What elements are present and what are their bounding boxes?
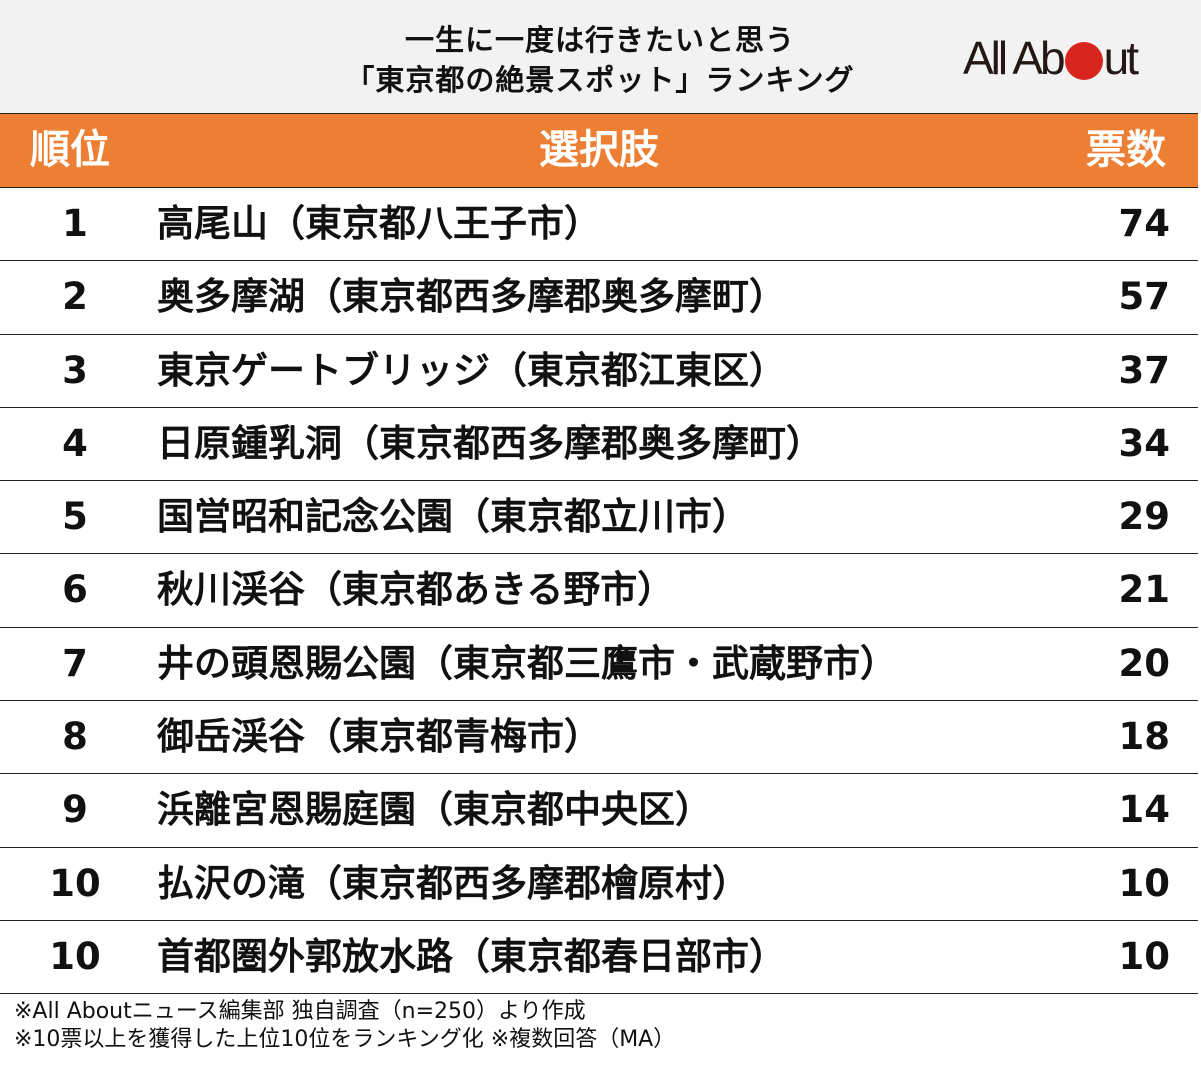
name-cell: 奥多摩湖（東京都西多摩郡奥多摩町） xyxy=(157,275,786,319)
table-row: 7 井の頭恩賜公園（東京都三鷹市・武蔵野市） 20 xyxy=(0,628,1198,702)
rank-cell: 6 xyxy=(62,568,88,612)
rank-cell: 5 xyxy=(62,495,88,539)
votes-cell: 10 xyxy=(1118,934,1171,978)
rank-cell: 9 xyxy=(62,788,88,832)
name-cell: 払沢の滝（東京都西多摩郡檜原村） xyxy=(157,861,749,905)
ranking-table-body: 1 高尾山（東京都八王子市） 74 2 奥多摩湖（東京都西多摩郡奥多摩町） 57 3 東京… xyxy=(0,188,1198,995)
rank-cell: 10 xyxy=(49,934,101,978)
votes-cell: 34 xyxy=(1118,421,1171,465)
name-cell: 東京ゲートブリッジ（東京都江東区） xyxy=(157,348,786,392)
rank-cell: 7 xyxy=(62,641,88,685)
table-row: 5 国営昭和記念公園（東京都立川市） 29 xyxy=(0,481,1198,555)
votes-cell: 74 xyxy=(1118,202,1171,245)
header-choice: 選択肢 xyxy=(539,127,659,173)
table-row: 1 高尾山（東京都八王子市） 74 xyxy=(0,188,1198,262)
title-band: 一生に一度は行きたいと思う 「東京都の絶景スポット」ランキング All Ab u… xyxy=(0,0,1201,113)
header-votes: 票数 xyxy=(1086,127,1166,173)
rank-cell: 4 xyxy=(62,421,88,465)
footnote-source: ※All Aboutニュース編集部 独自調査（n=250）より作成 xyxy=(14,999,586,1024)
name-cell: 御岳渓谷（東京都青梅市） xyxy=(157,715,601,759)
footnotes: ※All Aboutニュース編集部 独自調査（n=250）より作成 ※10票以上… xyxy=(14,998,675,1054)
rank-cell: 1 xyxy=(62,202,88,245)
votes-cell: 18 xyxy=(1118,715,1171,759)
votes-cell: 37 xyxy=(1118,348,1171,392)
logo-text-start: All Ab xyxy=(963,32,1066,84)
title-line-1: 一生に一度は行きたいと思う xyxy=(404,23,795,57)
table-header: 選択肢 順位 票数 xyxy=(0,113,1198,188)
all-about-logo: All Ab ut xyxy=(963,30,1139,86)
votes-cell: 10 xyxy=(1118,861,1171,905)
logo-red-dot-icon xyxy=(1064,42,1103,80)
votes-cell: 20 xyxy=(1118,641,1171,685)
table-row: 9 浜離宮恩賜庭園（東京都中央区） 14 xyxy=(0,774,1198,848)
table-row: 2 奥多摩湖（東京都西多摩郡奥多摩町） 57 xyxy=(0,261,1198,335)
name-cell: 秋川渓谷（東京都あきる野市） xyxy=(157,568,675,612)
name-cell: 井の頭恩賜公園（東京都三鷹市・武蔵野市） xyxy=(157,641,897,685)
name-cell: 国営昭和記念公園（東京都立川市） xyxy=(157,495,749,539)
header-rank: 順位 xyxy=(30,127,110,173)
table-row: 10 首都圏外郭放水路（東京都春日部市） 10 xyxy=(0,921,1198,995)
footnote-method: ※10票以上を獲得した上位10位をランキング化 ※複数回答（MA） xyxy=(14,1027,676,1052)
table-row: 3 東京ゲートブリッジ（東京都江東区） 37 xyxy=(0,335,1198,408)
table-row: 10 払沢の滝（東京都西多摩郡檜原村） 10 xyxy=(0,848,1198,921)
logo-text-end: ut xyxy=(1103,32,1139,84)
votes-cell: 29 xyxy=(1118,495,1171,539)
rank-cell: 8 xyxy=(62,715,88,759)
title-line-2: 「東京都の絶景スポット」ランキング xyxy=(345,63,855,97)
votes-cell: 57 xyxy=(1118,275,1171,319)
rank-cell: 3 xyxy=(62,348,88,392)
votes-cell: 21 xyxy=(1118,568,1171,612)
name-cell: 日原鍾乳洞（東京都西多摩郡奥多摩町） xyxy=(157,421,823,465)
name-cell: 浜離宮恩賜庭園（東京都中央区） xyxy=(157,788,712,832)
table-row: 6 秋川渓谷（東京都あきる野市） 21 xyxy=(0,554,1198,628)
table-row: 4 日原鍾乳洞（東京都西多摩郡奥多摩町） 34 xyxy=(0,408,1198,482)
rank-cell: 10 xyxy=(49,861,101,905)
name-cell: 高尾山（東京都八王子市） xyxy=(157,202,601,245)
name-cell: 首都圏外郭放水路（東京都春日部市） xyxy=(157,934,786,978)
rank-cell: 2 xyxy=(62,275,88,319)
votes-cell: 14 xyxy=(1118,788,1171,832)
table-row: 8 御岳渓谷（東京都青梅市） 18 xyxy=(0,701,1198,775)
chart-title: 一生に一度は行きたいと思う 「東京都の絶景スポット」ランキング xyxy=(300,20,900,100)
